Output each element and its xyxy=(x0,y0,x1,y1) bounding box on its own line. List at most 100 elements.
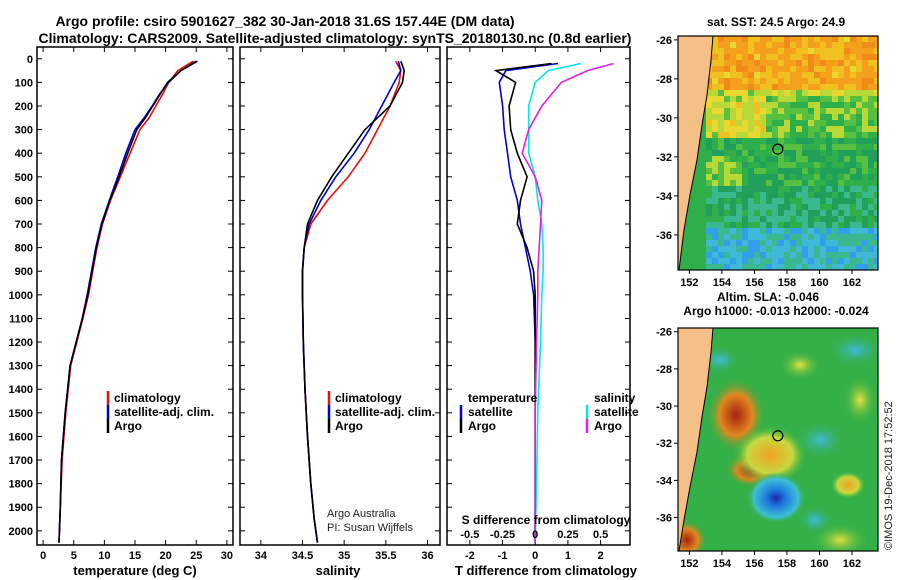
sst-cell xyxy=(766,84,772,90)
sst-cell xyxy=(862,150,868,156)
sst-cell xyxy=(826,84,832,90)
sst-cell xyxy=(820,132,826,138)
sst-cell xyxy=(796,204,802,210)
sst-cell xyxy=(796,90,802,96)
legend-label-climatology: climatology xyxy=(114,391,181,405)
sst-cell xyxy=(868,264,874,270)
sst-field xyxy=(706,36,878,270)
sst-cell xyxy=(754,246,760,252)
sst-cell xyxy=(856,78,862,84)
sst-cell xyxy=(706,114,712,120)
sst-cell xyxy=(838,246,844,252)
sst-cell xyxy=(820,114,826,120)
sst-cell xyxy=(778,180,784,186)
sla-map-axes: 152 154 156 158 160 162 -26 -28 -30 -32 -34 -36 xyxy=(656,327,861,570)
figure-title-line1: Argo profile: csiro 5901627_382 30-Jan-2… xyxy=(55,13,514,29)
sst-cell xyxy=(718,264,724,270)
sst-cell xyxy=(862,186,868,192)
sst-cell xyxy=(712,132,718,138)
sst-cell xyxy=(772,36,778,42)
sst-cell xyxy=(796,264,802,270)
sst-cell xyxy=(748,222,754,228)
sst-cell xyxy=(832,48,838,54)
sst-cell xyxy=(730,42,736,48)
sst-cell xyxy=(820,258,826,264)
sst-cell xyxy=(796,234,802,240)
sst-cell xyxy=(826,210,832,216)
sst-cell xyxy=(850,54,856,60)
sst-cell xyxy=(742,126,748,132)
sst-cell xyxy=(724,48,730,54)
sst-cell xyxy=(772,162,778,168)
sst-cell xyxy=(742,48,748,54)
sst-cell xyxy=(802,162,808,168)
sst-cell xyxy=(778,96,784,102)
sst-cell xyxy=(844,126,850,132)
sst-cell xyxy=(736,198,742,204)
sst-cell xyxy=(844,204,850,210)
depth-tick-label: 1600 xyxy=(9,431,33,443)
sst-cell xyxy=(766,162,772,168)
sst-cell xyxy=(772,252,778,258)
sst-cell xyxy=(832,252,838,258)
sst-cell xyxy=(784,36,790,42)
sst-cell xyxy=(874,78,878,84)
sst-cell xyxy=(808,240,814,246)
sst-cell xyxy=(754,144,760,150)
sst-cell xyxy=(736,150,742,156)
sst-cell xyxy=(832,84,838,90)
sst-cell xyxy=(844,42,850,48)
sst-cell xyxy=(784,48,790,54)
sst-cell xyxy=(820,246,826,252)
map-y-tick-label: -36 xyxy=(656,513,672,525)
sst-cell xyxy=(850,114,856,120)
sst-cell xyxy=(838,162,844,168)
sst-map-axes: 152 154 156 158 160 162 -26 -28 -30 -32 -34 -36 xyxy=(656,35,861,289)
sst-cell xyxy=(862,192,868,198)
sst-cell xyxy=(838,114,844,120)
depth-tick-label: 1000 xyxy=(9,290,33,302)
sst-cell xyxy=(754,168,760,174)
sst-cell xyxy=(730,180,736,186)
sst-cell xyxy=(802,264,808,270)
sst-cell xyxy=(844,90,850,96)
sst-cell xyxy=(808,66,814,72)
sst-cell xyxy=(790,132,796,138)
sst-cell xyxy=(742,204,748,210)
sst-cell xyxy=(712,192,718,198)
sst-cell xyxy=(706,144,712,150)
sst-cell xyxy=(742,252,748,258)
sst-cell xyxy=(874,126,878,132)
sst-cell xyxy=(748,78,754,84)
sst-cell xyxy=(718,36,724,42)
sst-cell xyxy=(820,168,826,174)
sst-cell xyxy=(790,162,796,168)
sst-cell xyxy=(730,78,736,84)
x-tick-label: -2 xyxy=(465,550,475,562)
x-tick-label: 30 xyxy=(221,550,233,562)
sst-cell xyxy=(856,174,862,180)
sst-cell xyxy=(814,216,820,222)
sst-cell xyxy=(826,66,832,72)
sst-cell xyxy=(748,138,754,144)
sst-cell xyxy=(730,168,736,174)
sst-cell xyxy=(706,150,712,156)
sst-cell xyxy=(736,114,742,120)
legend-label-argo: Argo xyxy=(114,419,142,433)
sst-cell xyxy=(706,198,712,204)
difference-x-axis: -2 -1 0 1 2 xyxy=(465,47,604,562)
sst-cell xyxy=(814,240,820,246)
sst-cell xyxy=(802,216,808,222)
sst-cell xyxy=(760,216,766,222)
sst-cell xyxy=(730,102,736,108)
sst-cell xyxy=(868,132,874,138)
sst-cell xyxy=(838,48,844,54)
sst-cell xyxy=(802,90,808,96)
sst-cell xyxy=(706,210,712,216)
sst-cell xyxy=(736,48,742,54)
sst-cell xyxy=(748,162,754,168)
sst-cell xyxy=(802,192,808,198)
sst-cell xyxy=(790,36,796,42)
sst-cell xyxy=(862,42,868,48)
salinity-x-axis: 34 34.5 35 35.5 36 xyxy=(255,47,434,562)
